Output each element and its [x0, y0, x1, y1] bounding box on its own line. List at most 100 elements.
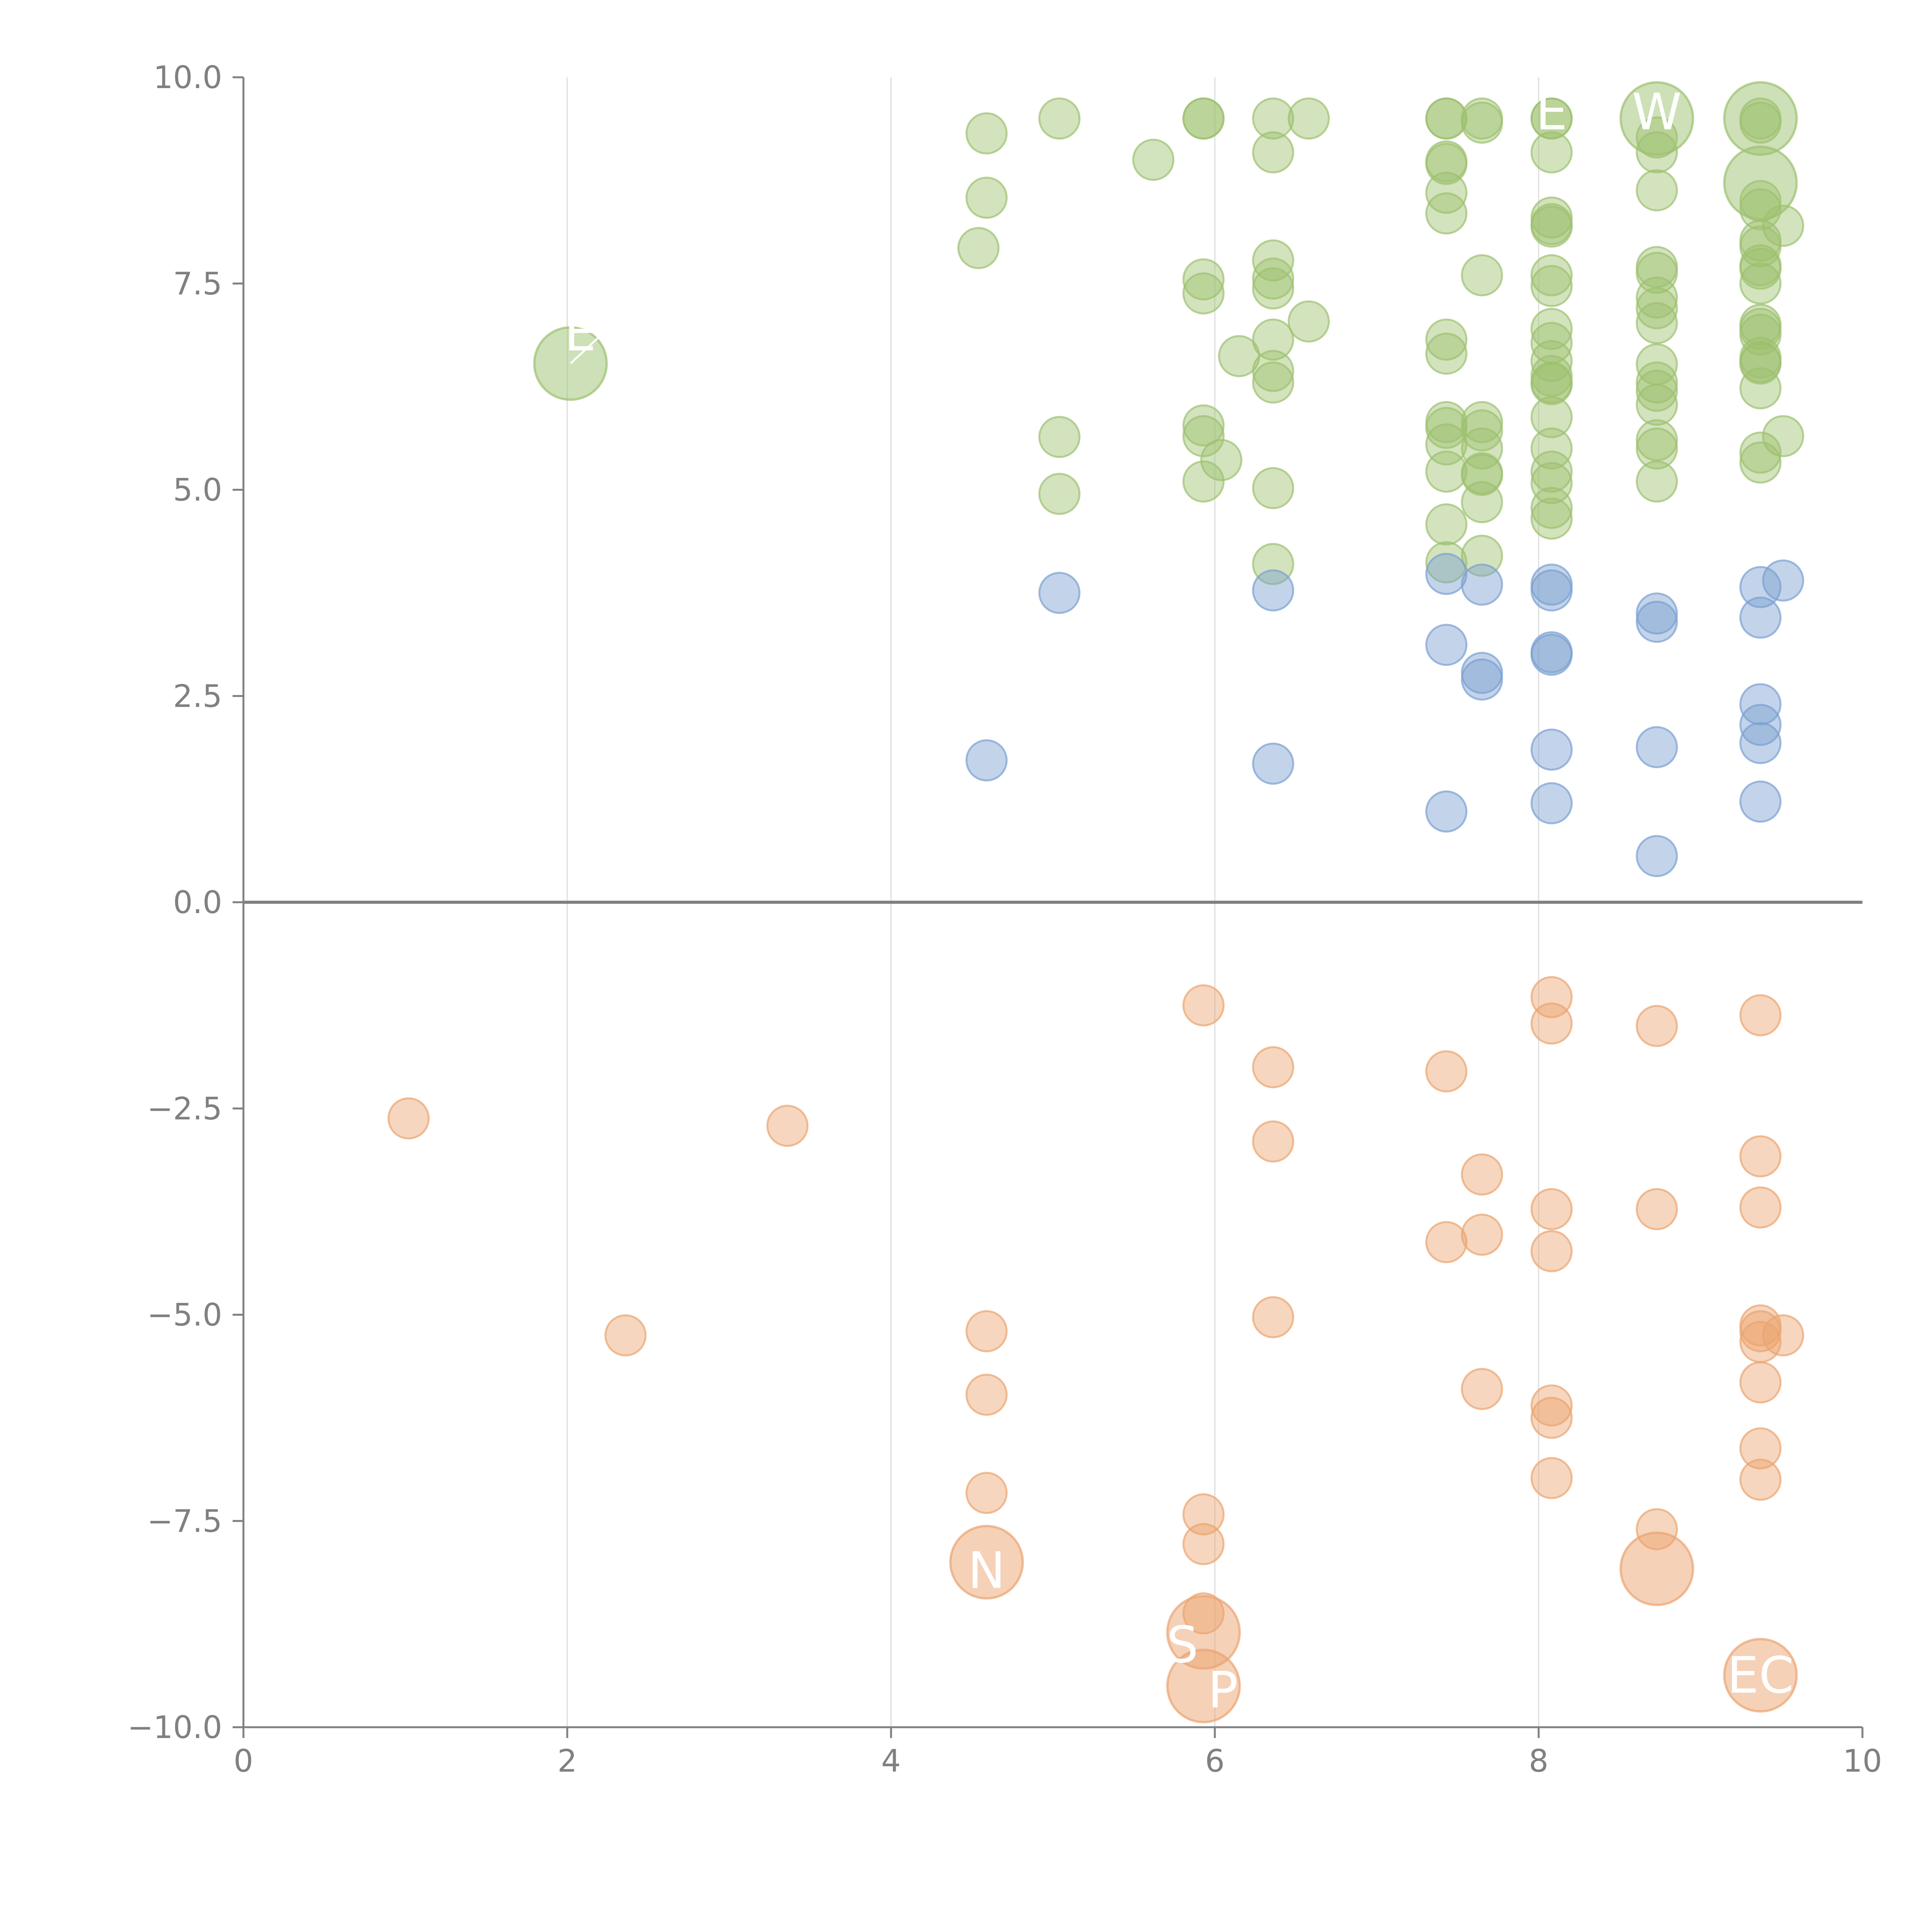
green-highlighted-point [1723, 145, 1798, 220]
green-point [1531, 497, 1573, 540]
point-label: N [968, 1541, 1005, 1600]
orange-point [1739, 1135, 1782, 1178]
blue-point [1531, 634, 1573, 676]
blue-point [1739, 781, 1782, 823]
blue-point [1038, 571, 1081, 614]
orange-point [1739, 1459, 1782, 1501]
green-point [1636, 302, 1678, 344]
orange-point [604, 1314, 647, 1357]
blue-point [1739, 704, 1782, 746]
x-tick-label: 2 [558, 1743, 577, 1779]
y-tick-label: 2.5 [173, 678, 222, 714]
point-label: EC [1727, 1646, 1794, 1704]
green-point [1182, 404, 1225, 447]
points-layer [387, 81, 1804, 1723]
orange-point [1182, 984, 1225, 1027]
orange-point [1531, 1188, 1573, 1230]
green-point [1636, 169, 1678, 211]
green-point [1252, 361, 1294, 404]
green-point [1636, 384, 1678, 426]
orange-highlighted-point [1166, 1648, 1241, 1723]
point-label: E [564, 304, 596, 362]
green-point [1531, 97, 1573, 140]
green-point [1425, 541, 1468, 583]
orange-highlighted-point [949, 1525, 1024, 1600]
green-point [1531, 451, 1573, 493]
blue-point [1762, 559, 1804, 602]
point-label: W [1632, 83, 1682, 141]
blue-point [1461, 563, 1503, 606]
green-point [1252, 97, 1294, 140]
x-tick-label: 8 [1529, 1743, 1549, 1779]
green-point [965, 177, 1008, 219]
green-point [1425, 503, 1468, 546]
orange-point [1461, 1153, 1503, 1196]
y-tick-label: −5.0 [147, 1297, 222, 1333]
green-point [1636, 287, 1678, 330]
orange-point [387, 1097, 430, 1139]
green-point [1425, 332, 1468, 375]
point-label: S [1167, 1616, 1199, 1674]
green-point [1425, 192, 1468, 235]
axis-layer [242, 77, 1862, 1728]
orange-point [1636, 1005, 1678, 1047]
green-point [1182, 460, 1225, 503]
blue-point [965, 739, 1008, 782]
orange-point [1531, 1002, 1573, 1045]
green-highlighted-point [1723, 81, 1798, 156]
blue-point [1531, 728, 1573, 771]
orange-point [1182, 1523, 1225, 1565]
x-tick-label: 6 [1205, 1743, 1225, 1779]
green-point [1636, 460, 1678, 503]
green-point [1200, 439, 1243, 481]
tick-layer: 0 2 4 6 8 10 10.0 7.5 5.0 2.5 0.0 −2.5 −5.0 −7.5 −10.0 [128, 60, 1882, 1779]
green-point [1531, 396, 1573, 439]
green-point [1038, 97, 1081, 140]
green-point [1531, 340, 1573, 382]
y-tick-label: −2.5 [147, 1091, 222, 1127]
orange-highlighted-point [1619, 1531, 1694, 1606]
green-point [1762, 415, 1804, 457]
green-point [1252, 467, 1294, 509]
blue-point [1425, 553, 1468, 595]
green-point [1252, 131, 1294, 173]
orange-point [1461, 1368, 1503, 1410]
green-point [1425, 97, 1468, 140]
green-point [1461, 534, 1503, 577]
green-point [1531, 254, 1573, 296]
green-point [1739, 247, 1782, 290]
blue-point [1252, 569, 1294, 612]
green-point [1636, 252, 1678, 294]
green-point [1252, 318, 1294, 361]
blue-point [1739, 596, 1782, 639]
green-point [1531, 205, 1573, 248]
orange-point [1739, 1186, 1782, 1229]
green-highlighted-point [1619, 81, 1694, 156]
green-point [1531, 363, 1573, 405]
green-point [1425, 406, 1468, 449]
green-point [1531, 131, 1573, 173]
green-point [1531, 462, 1573, 504]
y-tick-label: 7.5 [173, 266, 222, 302]
orange-point [1762, 1314, 1804, 1357]
green-point [1182, 258, 1225, 301]
orange-point [965, 1310, 1008, 1352]
green-point [1038, 473, 1081, 515]
green-point [1461, 254, 1503, 296]
green-point [1182, 272, 1225, 315]
orange-point [1531, 1384, 1573, 1427]
green-point [1252, 267, 1294, 310]
green-point [1636, 427, 1678, 470]
orange-point [1739, 1310, 1782, 1352]
green-point [1038, 416, 1081, 458]
blue-point [1252, 742, 1294, 785]
orange-point [1182, 1493, 1225, 1536]
orange-point [965, 1472, 1008, 1514]
green-point [1252, 350, 1294, 392]
blue-point [1636, 600, 1678, 643]
orange-point [1252, 1120, 1294, 1163]
green-point [1531, 265, 1573, 307]
green-point [957, 227, 1000, 269]
x-tick-label: 4 [881, 1743, 901, 1779]
